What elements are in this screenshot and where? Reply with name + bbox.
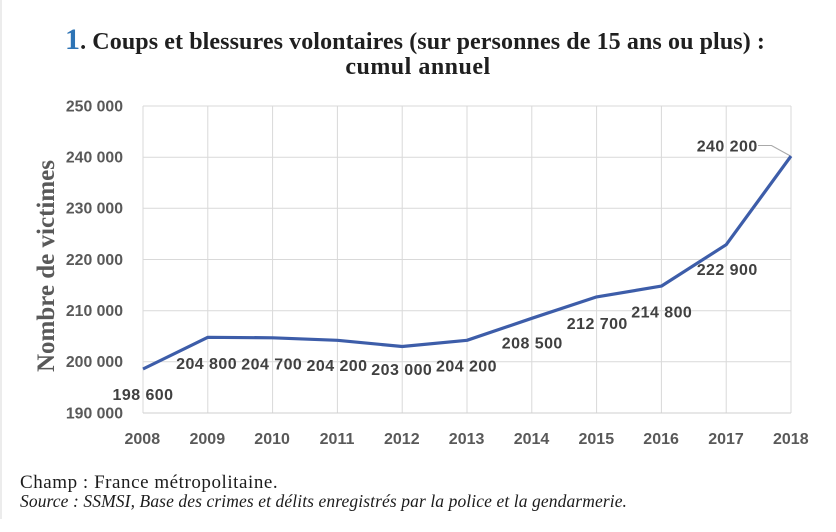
svg-text:204 200: 204 200 bbox=[436, 359, 497, 376]
svg-text:190 000: 190 000 bbox=[66, 405, 123, 422]
svg-text:200 000: 200 000 bbox=[66, 354, 123, 371]
svg-text:250 000: 250 000 bbox=[66, 98, 123, 115]
svg-text:240 200: 240 200 bbox=[697, 138, 758, 155]
svg-text:2016: 2016 bbox=[643, 431, 679, 448]
svg-text:203 000: 203 000 bbox=[371, 362, 432, 379]
svg-text:2018: 2018 bbox=[773, 431, 809, 448]
svg-text:2012: 2012 bbox=[384, 431, 420, 448]
svg-text:2011: 2011 bbox=[320, 431, 355, 448]
svg-text:2014: 2014 bbox=[514, 431, 550, 448]
svg-text:204 700: 204 700 bbox=[241, 357, 302, 374]
svg-text:198 600: 198 600 bbox=[113, 387, 174, 404]
svg-text:2013: 2013 bbox=[449, 431, 485, 448]
svg-text:212 700: 212 700 bbox=[567, 316, 628, 333]
svg-text:222 900: 222 900 bbox=[697, 262, 758, 279]
svg-text:240 000: 240 000 bbox=[66, 150, 123, 167]
svg-text:2009: 2009 bbox=[190, 431, 226, 448]
svg-text:Nombre de victimes: Nombre de victimes bbox=[33, 160, 60, 372]
svg-text:2015: 2015 bbox=[579, 431, 615, 448]
svg-text:214 800: 214 800 bbox=[631, 305, 692, 322]
svg-text:1. Coups et blessures volontai: 1. Coups et blessures volontaires (sur p… bbox=[65, 23, 765, 56]
svg-text:2010: 2010 bbox=[254, 431, 290, 448]
svg-text:2008: 2008 bbox=[125, 431, 161, 448]
svg-text:Source : SSMSI, Base des crime: Source : SSMSI, Base des crimes et délit… bbox=[20, 491, 627, 511]
svg-text:208 500: 208 500 bbox=[502, 336, 563, 353]
svg-text:230 000: 230 000 bbox=[66, 201, 123, 218]
svg-text:204 200: 204 200 bbox=[307, 358, 368, 375]
svg-text:Champ : France métropolitaine.: Champ : France métropolitaine. bbox=[20, 472, 278, 493]
svg-text:2017: 2017 bbox=[708, 431, 744, 448]
svg-text:220 000: 220 000 bbox=[66, 252, 123, 269]
svg-text:204 800: 204 800 bbox=[176, 356, 237, 373]
svg-text:210 000: 210 000 bbox=[66, 303, 123, 320]
svg-text:cumul annuel: cumul annuel bbox=[345, 54, 490, 80]
